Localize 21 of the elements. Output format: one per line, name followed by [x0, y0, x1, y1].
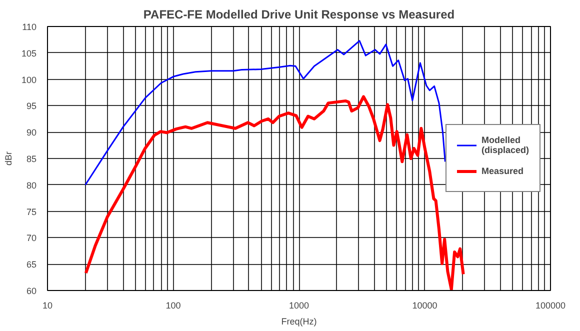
y-tick-label: 65	[26, 260, 37, 270]
y-tick-label: 100	[21, 74, 37, 85]
y-tick-label: 105	[21, 48, 37, 58]
legend-label: Measured	[481, 166, 524, 176]
y-tick-label: 110	[22, 22, 37, 32]
legend-label: Modelled (displaced)	[481, 135, 529, 155]
y-tick-label: 60	[26, 286, 37, 296]
y-tick-label: 75	[26, 206, 37, 217]
x-tick-label: 1000	[288, 300, 310, 310]
y-tick-label: 80	[26, 180, 37, 190]
y-tick-label: 90	[26, 128, 37, 138]
y-axis-title: dBr	[3, 151, 14, 166]
x-tick-label: 10	[42, 300, 53, 310]
y-tick-label: 95	[26, 101, 37, 112]
chart-title: PAFEC-FE Modelled Drive Unit Response vs Measured	[143, 8, 455, 22]
x-tick-label: 100000	[535, 300, 566, 310]
x-tick-label: 10000	[412, 300, 438, 310]
y-tick-label: 85	[26, 154, 37, 164]
x-tick-label: 100	[166, 300, 181, 310]
x-axis-title: Freq(Hz)	[281, 316, 317, 326]
y-tick-label: 70	[26, 233, 37, 244]
